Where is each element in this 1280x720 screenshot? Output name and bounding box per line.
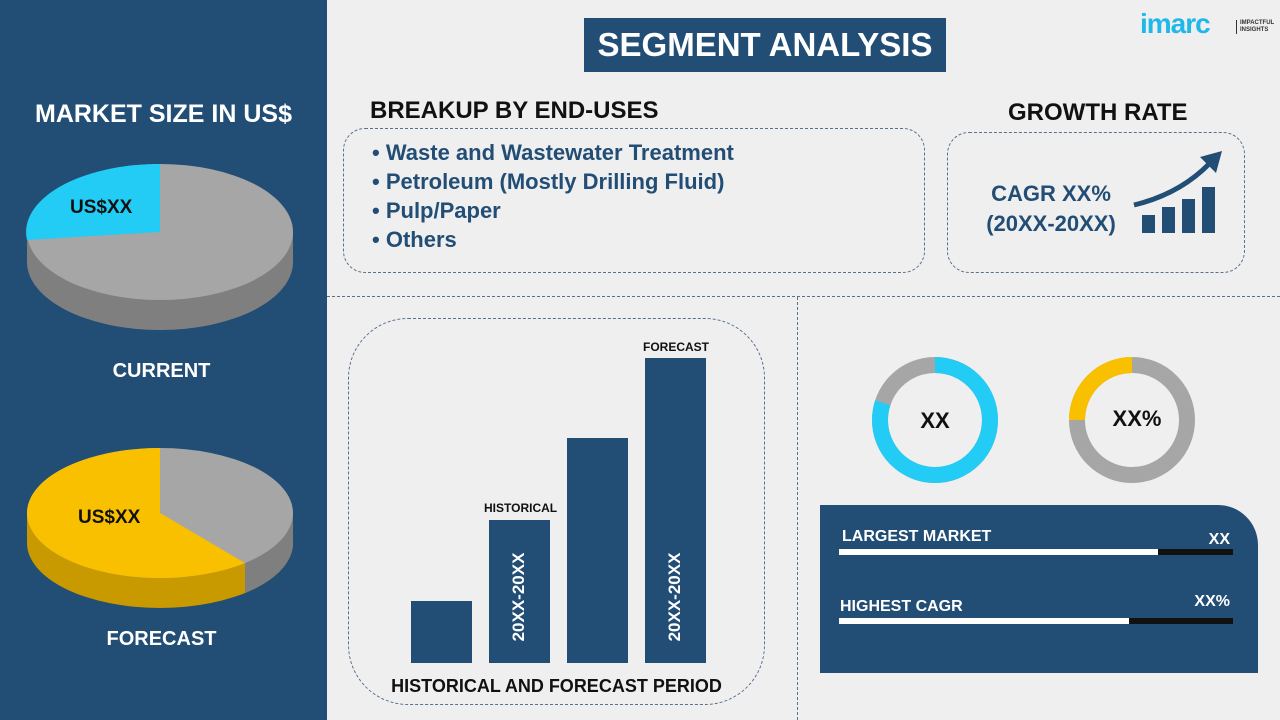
bar-chart-box xyxy=(348,318,765,705)
stats-panel: LARGEST MARKET XX HIGHEST CAGR XX% xyxy=(820,505,1258,673)
historical-period: 20XX-20XX xyxy=(509,552,528,642)
forecast-pie xyxy=(27,448,293,608)
current-pie xyxy=(26,163,293,330)
bar-2 xyxy=(489,520,550,663)
donut-2 xyxy=(1069,357,1195,483)
highest-cagr-label: HIGHEST CAGR xyxy=(840,598,963,615)
cagr-period: (20XX-20XX) xyxy=(986,211,1116,236)
list-item: Pulp/Paper xyxy=(372,196,734,225)
horizontal-divider xyxy=(327,296,1280,297)
donut-charts xyxy=(872,357,1195,483)
donut-1-value: XX xyxy=(920,408,950,433)
largest-market-bar xyxy=(839,549,1233,555)
current-pie-slice xyxy=(26,163,161,240)
logo-wordmark: imarc xyxy=(1140,8,1211,39)
list-item: Waste and Wastewater Treatment xyxy=(372,138,734,167)
current-value: US$XX xyxy=(70,197,133,218)
growth-box: CAGR XX% (20XX-20XX) xyxy=(947,132,1245,273)
cagr-value: CAGR XX% xyxy=(991,181,1111,206)
growth-chart-icon xyxy=(1133,151,1222,233)
bar-4 xyxy=(645,358,706,663)
highest-cagr-value: XX% xyxy=(1194,593,1230,610)
vertical-divider xyxy=(797,297,798,720)
list-item: Petroleum (Mostly Drilling Fluid) xyxy=(372,167,734,196)
growth-heading: GROWTH RATE xyxy=(1008,99,1188,126)
largest-market-value: XX xyxy=(1208,531,1230,548)
breakup-heading: BREAKUP BY END-USES xyxy=(370,97,659,124)
bar-3 xyxy=(567,438,628,663)
bar-chart-caption: HISTORICAL AND FORECAST PERIOD xyxy=(391,676,722,696)
highest-cagr-bar xyxy=(839,618,1233,624)
donut-1-fill xyxy=(872,357,998,483)
donut-2-value: XX% xyxy=(1112,406,1162,431)
donut-2-fill xyxy=(1069,357,1195,483)
bar-1 xyxy=(411,601,472,663)
historical-label: HISTORICAL xyxy=(484,501,558,515)
forecast-label: FORECAST xyxy=(106,628,217,650)
logo-tagline: IMPACTFUL INSIGHTS xyxy=(1236,20,1280,34)
forecast-value: US$XX xyxy=(78,507,141,528)
end-use-list: Waste and Wastewater Treatment Petroleum… xyxy=(372,138,734,254)
page-title: SEGMENT ANALYSIS xyxy=(584,18,946,72)
current-label: CURRENT xyxy=(112,360,211,382)
breakup-box: Waste and Wastewater Treatment Petroleum… xyxy=(343,128,925,273)
largest-market-label: LARGEST MARKET xyxy=(842,528,992,545)
market-size-heading: MARKET SIZE IN US$ xyxy=(35,100,292,128)
imarc-logo: imarc IMPACTFUL INSIGHTS xyxy=(1140,8,1274,40)
donut-1 xyxy=(872,357,998,483)
pie-charts xyxy=(26,163,293,608)
list-item: Others xyxy=(372,225,734,254)
forecast-label: FORECAST xyxy=(643,340,709,354)
forecast-period: 20XX-20XX xyxy=(665,552,684,642)
forecast-pie-slice xyxy=(27,448,245,578)
